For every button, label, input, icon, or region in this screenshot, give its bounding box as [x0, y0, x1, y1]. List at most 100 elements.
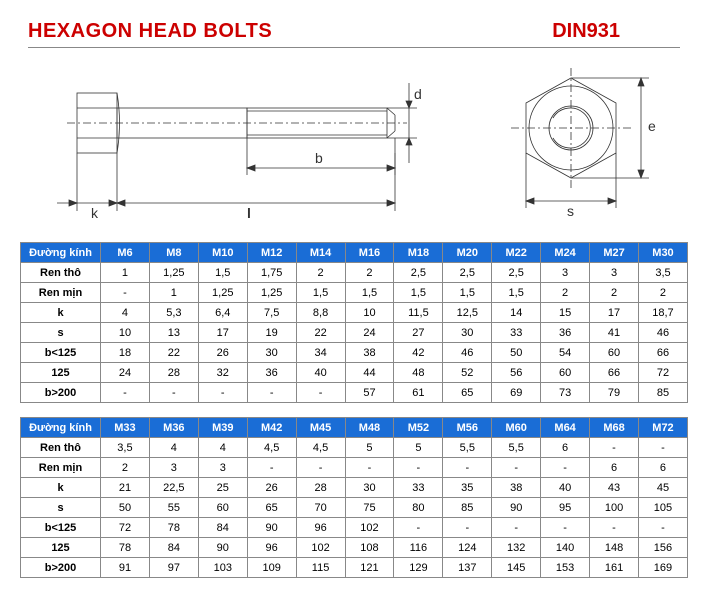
table-row-label: s	[21, 498, 101, 518]
table-cell: 2,5	[443, 263, 492, 283]
table-row-label: Ren mịn	[21, 283, 101, 303]
table-cell: 8,8	[296, 303, 345, 323]
table-cell: 21	[101, 478, 150, 498]
table-cell: 22,5	[149, 478, 198, 498]
table-cell: 129	[394, 558, 443, 578]
table-row-label: 125	[21, 363, 101, 383]
table-header-col: M48	[345, 418, 394, 438]
table-cell: 28	[149, 363, 198, 383]
table-cell: 13	[149, 323, 198, 343]
table-cell: 124	[443, 538, 492, 558]
table-header-col: M64	[541, 418, 590, 438]
table-row: 12578849096102108116124132140148156	[21, 538, 688, 558]
dim-s-label: s	[567, 203, 574, 219]
table-cell: 91	[101, 558, 150, 578]
table-cell: 30	[443, 323, 492, 343]
spec-table-2: Đường kínhM33M36M39M42M45M48M52M56M60M64…	[20, 417, 688, 578]
table-header-col: M27	[590, 243, 639, 263]
table-cell: 96	[296, 518, 345, 538]
table-cell: 34	[296, 343, 345, 363]
table-header-col: M30	[638, 243, 687, 263]
table-row: 125242832364044485256606672	[21, 363, 688, 383]
table-cell: 140	[541, 538, 590, 558]
table-row: b>200-----57616569737985	[21, 383, 688, 403]
table-row: b<125182226303438424650546066	[21, 343, 688, 363]
table-cell: 6	[638, 458, 687, 478]
table-cell: 28	[296, 478, 345, 498]
dim-l-label: l	[247, 205, 251, 221]
table-cell: 4,5	[247, 438, 296, 458]
table-cell: 5	[394, 438, 443, 458]
table-row-label: k	[21, 478, 101, 498]
table-cell: 42	[394, 343, 443, 363]
table-cell: 102	[296, 538, 345, 558]
table-row-label: k	[21, 303, 101, 323]
table-cell: 46	[443, 343, 492, 363]
table-cell: 90	[492, 498, 541, 518]
table-header-col: M60	[492, 418, 541, 438]
table-cell: 4,5	[296, 438, 345, 458]
table-cell: 60	[590, 343, 639, 363]
table-cell: 3,5	[638, 263, 687, 283]
table-cell: 30	[345, 478, 394, 498]
table-cell: 121	[345, 558, 394, 578]
table-cell: 35	[443, 478, 492, 498]
table-cell: 5,5	[443, 438, 492, 458]
table-header-col: M6	[101, 243, 150, 263]
table-header-label: Đường kính	[21, 418, 101, 438]
table-cell: 100	[590, 498, 639, 518]
table-cell: -	[590, 518, 639, 538]
table-cell: 36	[541, 323, 590, 343]
header-underline	[28, 47, 680, 48]
table-cell: 3	[149, 458, 198, 478]
table-cell: 14	[492, 303, 541, 323]
table-row: b<1257278849096102------	[21, 518, 688, 538]
dim-d-label: d	[414, 86, 422, 102]
table-header-col: M10	[198, 243, 247, 263]
table-row: s50556065707580859095100105	[21, 498, 688, 518]
table-row: Ren mịn233-------66	[21, 458, 688, 478]
dim-b-label: b	[315, 150, 323, 166]
table-row: Ren thô11,251,51,75222,52,52,5333,5	[21, 263, 688, 283]
table-cell: 38	[345, 343, 394, 363]
table-cell: -	[541, 458, 590, 478]
table-cell: 2,5	[394, 263, 443, 283]
table-cell: 4	[101, 303, 150, 323]
title-left: HEXAGON HEAD BOLTS	[28, 20, 272, 43]
table-cell: 40	[296, 363, 345, 383]
table-cell: 85	[638, 383, 687, 403]
diagram-area: d b l k	[20, 58, 688, 228]
table-cell: 1,5	[296, 283, 345, 303]
table-header-col: M16	[345, 243, 394, 263]
table-cell: 72	[101, 518, 150, 538]
table-cell: 90	[198, 538, 247, 558]
table-cell: 50	[492, 343, 541, 363]
table-cell: 109	[247, 558, 296, 578]
table-row-label: 125	[21, 538, 101, 558]
table-cell: 78	[149, 518, 198, 538]
table-cell: 27	[394, 323, 443, 343]
table-cell: -	[296, 383, 345, 403]
table-cell: -	[443, 458, 492, 478]
table-header-col: M24	[541, 243, 590, 263]
table-cell: 2	[638, 283, 687, 303]
table-cell: -	[443, 518, 492, 538]
table-cell: 1,5	[198, 263, 247, 283]
table-cell: 1	[149, 283, 198, 303]
table-row-label: b>200	[21, 558, 101, 578]
table-cell: 18,7	[638, 303, 687, 323]
table-cell: 95	[541, 498, 590, 518]
table-cell: -	[492, 518, 541, 538]
table-cell: 115	[296, 558, 345, 578]
table-cell: 54	[541, 343, 590, 363]
table-row: Ren mịn-11,251,251,51,51,51,51,5222	[21, 283, 688, 303]
table-header-col: M22	[492, 243, 541, 263]
table-row: s101317192224273033364146	[21, 323, 688, 343]
table-cell: 72	[638, 363, 687, 383]
table-header-col: M56	[443, 418, 492, 438]
table-header-col: M42	[247, 418, 296, 438]
table-cell: 30	[247, 343, 296, 363]
table-cell: 6	[541, 438, 590, 458]
table-cell: 10	[101, 323, 150, 343]
table-cell: 79	[590, 383, 639, 403]
